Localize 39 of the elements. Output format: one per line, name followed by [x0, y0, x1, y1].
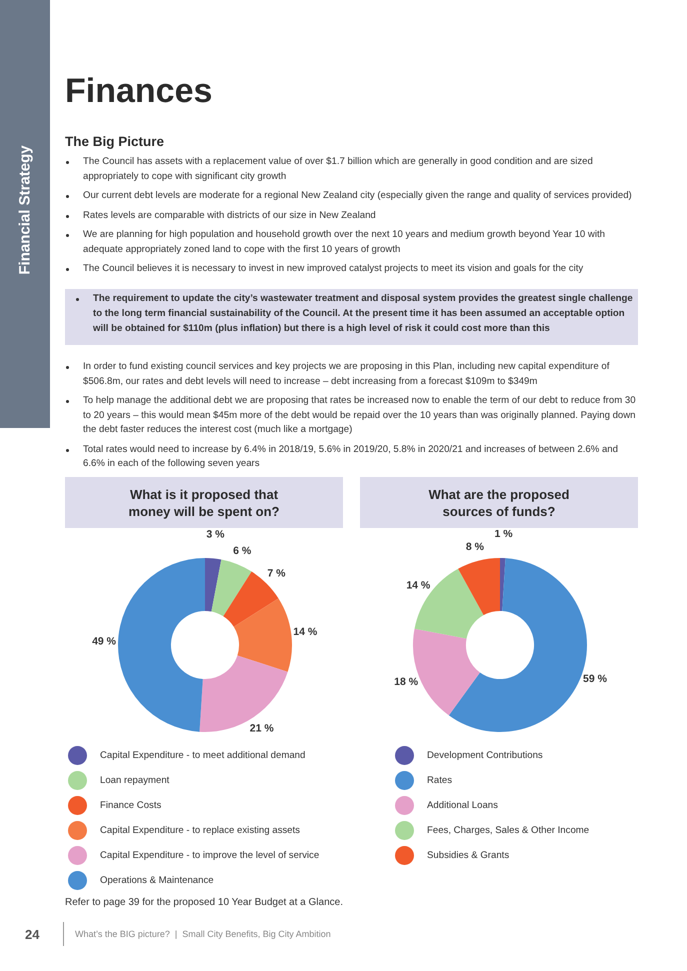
- text: What’s the BIG picture? | Small City Benefits, Big City Ambition: [75, 929, 331, 939]
- legend-label: Finance Costs: [100, 800, 162, 811]
- text: Total rates would need to increase by 6.4% in 2018/19, 5.6% in 2019/20, 5.8% in 2020/21 and increases of between 2.6% and 6.6% in each of the following seven years: [83, 444, 618, 469]
- data-label: 49 %: [92, 636, 117, 648]
- data-label: 7 %: [267, 567, 286, 580]
- text: We are planning for high population and household growth over the next 10 years and medium growth beyond Year 10 with adequate appropriately zoned land to cope with the first 10 years of growth: [83, 229, 605, 254]
- text: Finances: [65, 72, 212, 111]
- text: 24: [25, 927, 40, 942]
- data-label: 14 %: [293, 626, 318, 638]
- data-label: 1 %: [494, 528, 514, 540]
- chart-title: What is it proposed that money will be spent on?: [65, 477, 343, 528]
- legend-label: Fees, Charges, Sales & Other Income: [427, 825, 590, 836]
- legend-label: Capital Expenditure - to improve the level of service: [100, 850, 320, 861]
- text: To help manage the additional debt we are proposing that rates be increased now to enable the term of our debt to reduce from 30 to 20 years – this would mean $45m more of the debt would be repaid over the 10 years than was originally planned. Paying down the debt faster reduces the interest cost (much like a mortgage): [83, 395, 636, 435]
- text: The Council has assets with a replacement value of over $1.7 billion which are generally in good condition and are sized appropriately to cope with significant city growth: [83, 156, 593, 182]
- chart-title: What are the proposed sources of funds?: [360, 477, 638, 528]
- data-label: 6 %: [233, 544, 252, 557]
- data-label: 18 %: [394, 676, 419, 688]
- text: Refer to page 39 for the proposed 10 Year Budget at a Glance.: [65, 897, 343, 908]
- text: Our current debt levels are moderate for a regional New Zealand city (especially given the range and quality of services provided): [83, 190, 632, 201]
- data-label: 3 %: [206, 528, 226, 540]
- text: The Big Picture: [65, 134, 164, 149]
- legend-label: Operations & Maintenance: [100, 875, 214, 886]
- data-label: 14 %: [406, 580, 431, 592]
- text: The requirement to update the city’s wastewater treatment and disposal system provides the greatest single challenge to the long term financial sustainability of the Council. At the present time it has been assumed an acceptable option will be obtained for $110m (plus inflation) but there is a high level of risk it could cost more than this: [93, 293, 633, 334]
- legend-label: Subsidies & Grants: [427, 850, 510, 861]
- data-label: 21 %: [250, 722, 274, 734]
- legend-label: Loan repayment: [100, 775, 170, 786]
- legend-label: Development Contributions: [427, 750, 543, 761]
- text: In order to fund existing council services and key projects we are proposing in this Plan, including new capital expenditure of $506.8m, our rates and debt levels will need to increase – debt increasing from a forecast $109m to $349m: [83, 361, 610, 386]
- text: The Council believes it is necessary to invest in new improved catalyst projects to meet its vision and goals for the city: [83, 263, 584, 274]
- legend-label: Rates: [427, 775, 452, 786]
- text: Financial Strategy: [16, 145, 34, 275]
- legend-label: Capital Expenditure - to meet additional demand: [100, 750, 306, 761]
- data-label: 8 %: [466, 541, 485, 554]
- text: Rates levels are comparable with districts of our size in New Zealand: [83, 210, 376, 220]
- legend-label: Capital Expenditure - to replace existing assets: [100, 825, 300, 836]
- legend-label: Additional Loans: [427, 800, 498, 811]
- data-label: 59 %: [583, 673, 608, 686]
